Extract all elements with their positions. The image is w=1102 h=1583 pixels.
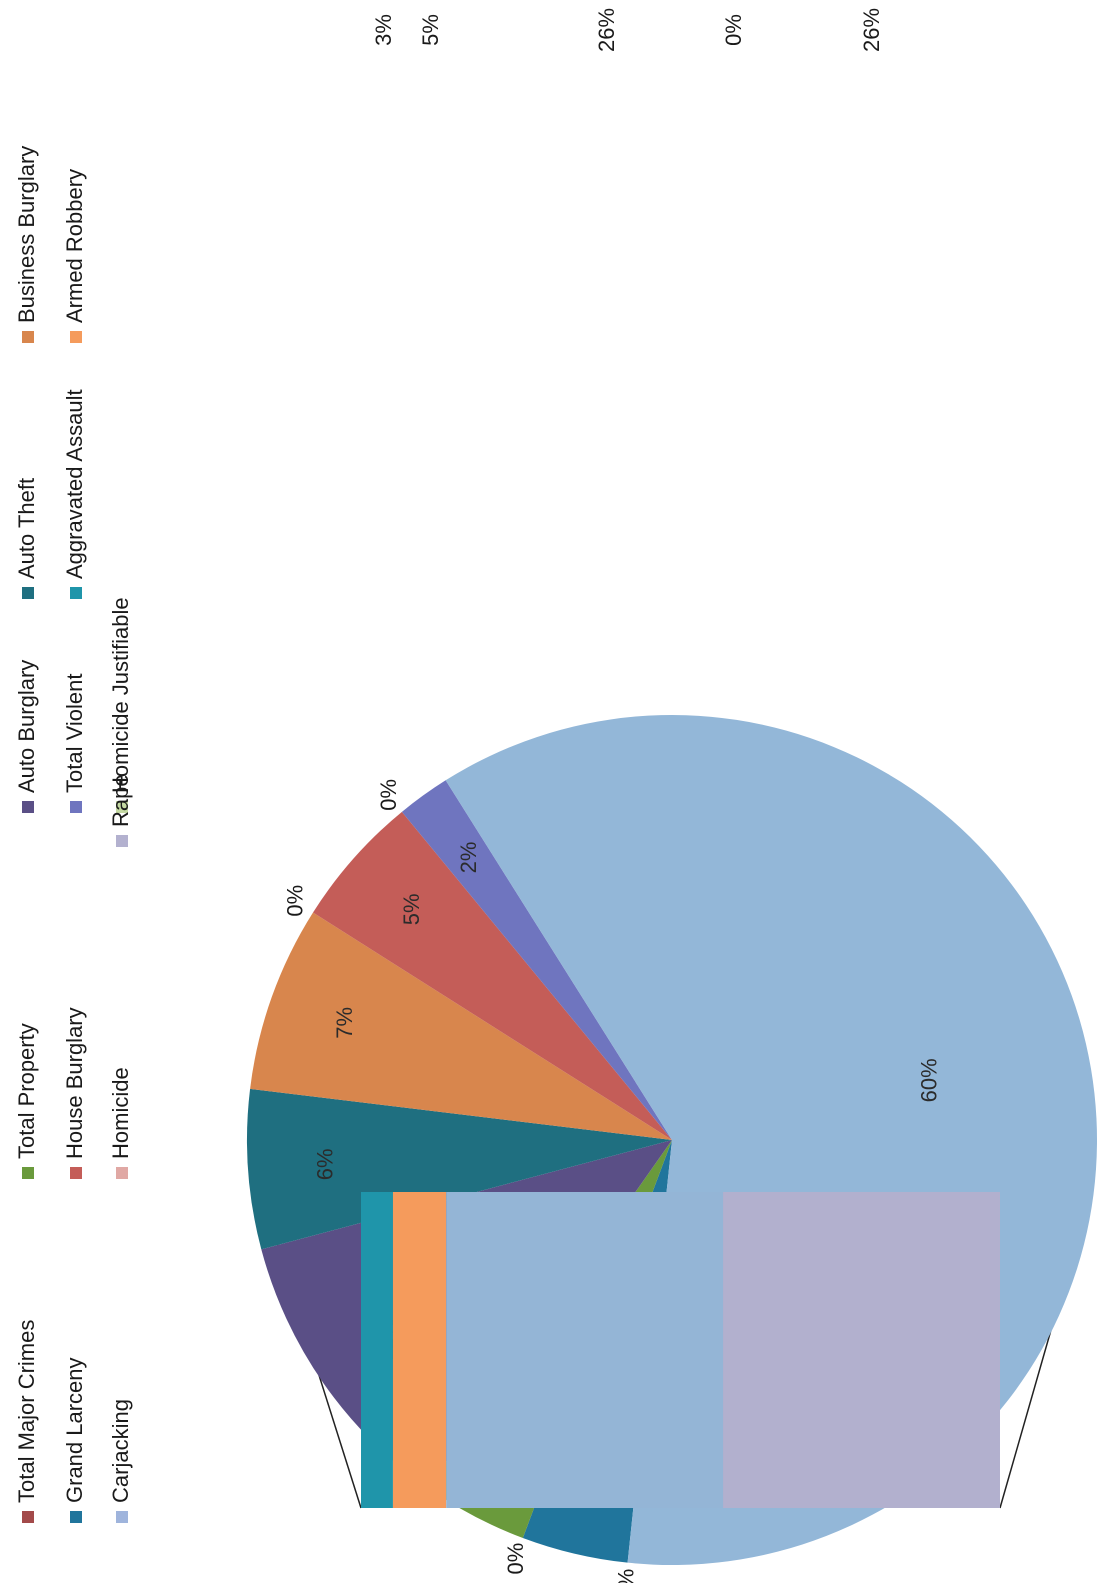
pie-data-label: 7% <box>332 1007 357 1039</box>
legend-item-total-major-crimes: Total Major Crimes <box>14 1320 39 1523</box>
pie-slice-10 <box>401 780 672 1140</box>
legend-label: Homicide Justifiable <box>108 597 133 793</box>
legend-label: Total Property <box>14 1023 39 1159</box>
pie-slice-6 <box>250 912 672 1140</box>
legend-label: Rape <box>108 774 133 827</box>
bar-data-label: 0% <box>721 14 746 46</box>
bar-segment-4 <box>723 1192 1000 1508</box>
legend-label: Homicide <box>108 1067 133 1159</box>
legend-swatch <box>22 587 34 599</box>
pie-data-label: 6% <box>312 1148 337 1180</box>
legend-item-grand-larceny: Grand Larceny <box>62 1357 87 1523</box>
legend-item-auto-burglary: Auto Burglary <box>14 660 39 813</box>
legend-swatch <box>70 1511 82 1523</box>
legend-label: Carjacking <box>108 1399 133 1503</box>
bar-data-label: 26% <box>859 8 884 52</box>
bar-segment-0 <box>361 1192 393 1508</box>
legend-label: Aggravated Assault <box>62 389 87 579</box>
legend-swatch <box>22 1511 34 1523</box>
legend-label: Total Violent <box>62 674 87 793</box>
pie-data-label: 0% <box>376 779 401 811</box>
pie-slice-5 <box>247 1088 672 1250</box>
bar-data-label: 26% <box>594 8 619 52</box>
legend-swatch <box>116 835 128 847</box>
legend-swatch <box>116 801 128 813</box>
legend-item-total-violent: Total Violent <box>62 674 87 813</box>
stacked-bar: 3% 5% 26% 0% 26% <box>361 8 1000 1508</box>
legend-label: Armed Robbery <box>62 169 87 323</box>
legend-swatch <box>22 331 34 343</box>
legend-swatch <box>70 801 82 813</box>
legend-swatch <box>70 1167 82 1179</box>
legend-item-total-property: Total Property <box>14 1023 39 1179</box>
legend-item-aggravated-assault: Aggravated Assault <box>62 389 87 599</box>
pie-data-label: 2% <box>456 842 481 874</box>
legend-item-business-burglary: Business Burglary <box>14 146 39 343</box>
bar-data-label: 5% <box>418 14 443 46</box>
legend-swatch <box>22 801 34 813</box>
legend-swatch <box>116 1167 128 1179</box>
legend-item-homicide-justifiable: Homicide Justifiable <box>108 597 133 813</box>
legend-label: Auto Burglary <box>14 660 39 793</box>
legend-label: Grand Larceny <box>62 1357 87 1503</box>
legend-label: Total Major Crimes <box>14 1320 39 1503</box>
pie-data-label: 0% <box>282 885 307 917</box>
pie-data-label: 60% <box>917 1058 942 1102</box>
bar-segment-1 <box>392 1192 447 1508</box>
pie-data-label: 5% <box>399 893 424 925</box>
pie-slice-8 <box>313 811 672 1140</box>
bar-segment-2 <box>446 1192 724 1508</box>
legend-swatch <box>70 587 82 599</box>
legend-swatch <box>70 331 82 343</box>
legend-swatch <box>22 1167 34 1179</box>
legend-item-armed-robbery: Armed Robbery <box>62 169 87 343</box>
legend-item-rape: Rape <box>108 774 133 847</box>
legend-label: Business Burglary <box>14 146 39 323</box>
legend-item-auto-theft: Auto Theft <box>14 478 39 599</box>
legend-swatch <box>116 1511 128 1523</box>
legend: Total Major Crimes Total Property Auto Bur… <box>14 146 133 1523</box>
pie-data-label: 0% <box>613 1569 638 1583</box>
pie-data-label: 0% <box>503 1543 528 1575</box>
bar-data-label: 3% <box>371 14 396 46</box>
legend-item-house-burglary: House Burglary <box>62 1007 87 1179</box>
legend-item-carjacking: Carjacking <box>108 1399 133 1523</box>
legend-label: Auto Theft <box>14 478 39 579</box>
legend-item-homicide: Homicide <box>108 1067 133 1179</box>
legend-label: House Burglary <box>62 1007 87 1159</box>
